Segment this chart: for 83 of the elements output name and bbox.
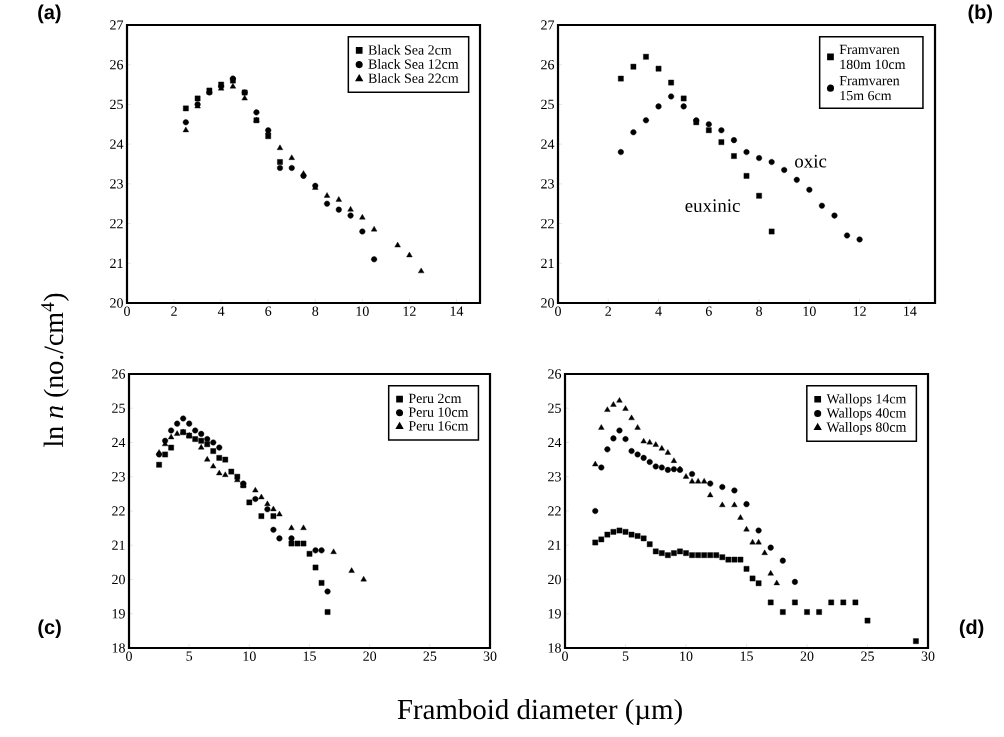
y-tick-label: 19	[548, 609, 561, 619]
x-tick-label: 0	[562, 651, 568, 661]
legend-label: Framvaren 15m 6cm	[839, 76, 900, 101]
x-tick-label: 15	[303, 651, 316, 661]
y-tick-label: 20	[548, 574, 561, 585]
y-tick-label: 26	[548, 369, 562, 379]
y-tick-label: 27	[110, 20, 124, 30]
x-tick-label: 0	[126, 651, 132, 661]
y-axis-title: ln n (no./cm$^{4}$)	[41, 293, 69, 447]
text: (a)	[38, 4, 61, 24]
legend-label: Peru 16cm	[408, 421, 469, 431]
y-tick-label: 23	[112, 472, 125, 482]
x-tick-label: 30	[921, 651, 935, 661]
legend-label: Peru 2cm	[408, 393, 462, 404]
legend-label: Wallops 14cm	[826, 393, 907, 407]
x-tick-label: 25	[423, 651, 437, 661]
x-tick-label: 14	[904, 306, 917, 316]
y-tick-label: 18	[548, 643, 561, 653]
x-tick-label: 8	[312, 306, 319, 316]
x-tick-label: 14	[450, 306, 464, 316]
x-tick-label: 2	[171, 306, 177, 316]
y-tick-label: 20	[110, 298, 123, 308]
y-tick-label: 27	[541, 20, 555, 30]
y-tick-label: 26	[110, 60, 124, 70]
y-tick-label: 21	[110, 258, 123, 268]
x-tick-label: 20	[800, 651, 814, 661]
y-tick-label: 25	[110, 99, 123, 110]
y-tick-label: 19	[112, 609, 125, 619]
y-tick-label: 25	[541, 99, 554, 110]
x-tick-label: 2	[605, 306, 611, 316]
x-tick-label: 10	[243, 651, 256, 661]
legend-label: Framvaren 180m 10cm	[839, 44, 906, 70]
x-tick-label: 10	[803, 306, 816, 316]
x-tick-label: 5	[622, 651, 629, 661]
legend-label: Peru 10cm	[408, 407, 469, 417]
y-tick-label: 24	[112, 437, 126, 448]
y-tick-label: 21	[112, 540, 125, 550]
y-tick-label: 22	[548, 506, 561, 516]
text: (c)	[38, 619, 61, 639]
y-tick-label: 22	[110, 218, 123, 229]
x-tick-label: 0	[555, 306, 561, 316]
x-tick-label: 6	[705, 306, 712, 316]
annotation: oxic	[795, 154, 827, 168]
x-tick-label: 0	[124, 306, 130, 316]
x-tick-label: 8	[756, 306, 763, 316]
x-tick-label: 12	[853, 306, 866, 316]
legend-label: Black Sea 12cm	[368, 59, 459, 69]
x-tick-label: 6	[265, 306, 272, 316]
text: (b)	[968, 4, 992, 24]
x-tick-label: 4	[217, 306, 225, 316]
y-tick-label: 18	[112, 643, 125, 653]
text: (d)	[959, 619, 984, 639]
y-tick-label: 21	[548, 540, 561, 550]
x-tick-label: 4	[655, 306, 662, 316]
legend-label: Wallops 40cm	[826, 407, 907, 421]
legend-label: Black Sea 22cm	[368, 73, 459, 83]
y-tick-label: 24	[110, 139, 124, 149]
x-tick-label: 10	[680, 651, 693, 661]
y-tick-label: 22	[541, 218, 554, 229]
y-tick-label: 26	[541, 60, 555, 70]
y-tick-label: 23	[541, 179, 554, 189]
y-tick-label: 21	[541, 258, 554, 268]
x-axis-title: Framboid diameter (µm)	[397, 698, 682, 726]
y-tick-label: 20	[112, 574, 125, 585]
x-tick-label: 30	[483, 651, 497, 661]
x-tick-label: 25	[861, 651, 874, 661]
y-tick-label: 23	[548, 472, 561, 482]
y-tick-label: 24	[541, 139, 555, 149]
x-tick-label: 10	[356, 306, 369, 316]
x-tick-label: 15	[740, 651, 753, 661]
y-tick-label: 24	[548, 437, 562, 448]
legend-label: Wallops 80cm	[826, 421, 907, 435]
y-tick-label: 22	[112, 506, 125, 516]
y-tick-label: 23	[110, 179, 123, 189]
y-tick-label: 25	[112, 403, 125, 413]
x-tick-label: 12	[403, 306, 416, 316]
annotation: euxinic	[685, 199, 740, 213]
x-tick-label: 5	[186, 651, 193, 661]
y-tick-label: 26	[112, 369, 126, 379]
legend-label: Black Sea 2cm	[368, 44, 452, 55]
y-tick-label: 20	[541, 298, 554, 308]
y-tick-label: 25	[548, 403, 561, 413]
x-tick-label: 20	[363, 651, 377, 661]
